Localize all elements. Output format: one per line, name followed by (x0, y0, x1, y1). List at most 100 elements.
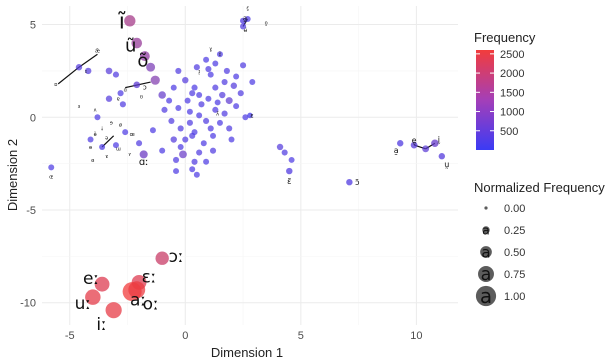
point-label: uː (75, 294, 92, 314)
y-axis-ticks: -10 -5 0 5 (20, 20, 36, 310)
x-axis-ticks: -5 0 5 10 (65, 330, 423, 342)
data-point (133, 81, 141, 89)
data-point (212, 84, 219, 91)
point-label-small: ʏ (128, 152, 131, 158)
color-legend-title: Frequency (474, 30, 536, 45)
size-legend-dot (482, 226, 490, 234)
y-tick-label: 0 (30, 112, 36, 124)
data-point (212, 60, 219, 67)
point-label: eː (83, 269, 99, 289)
data-point (240, 62, 247, 69)
data-point (198, 101, 205, 108)
point-label-small: ɣ (209, 47, 212, 53)
data-point (431, 139, 439, 148)
data-point (209, 147, 217, 154)
size-legend-label: 0.50 (504, 247, 525, 259)
data-point (179, 150, 187, 159)
data-point (105, 95, 113, 102)
data-point (159, 147, 166, 154)
color-tick-label: 1500 (500, 87, 524, 99)
data-point (191, 84, 198, 91)
size-legend-dot (484, 206, 488, 210)
point-label: iː (96, 315, 106, 335)
color-tick-label: 500 (500, 126, 518, 138)
size-legend-dot (480, 246, 492, 258)
data-point (112, 142, 119, 149)
point-label: ḭ (437, 135, 441, 144)
data-point (166, 97, 173, 104)
point-label-small: ɵ (89, 145, 92, 151)
data-point (233, 73, 240, 80)
data-point (155, 251, 169, 265)
point-label: ĩ (118, 10, 126, 35)
data-point (226, 125, 233, 132)
data-point (170, 136, 177, 143)
data-point (146, 62, 156, 72)
point-label-small: ɪ (85, 69, 87, 75)
data-point (184, 97, 191, 104)
small-point-labels: æ̃ ɪ ɒ ɑ ʌ ɐ ɜ ʊ ɘ ɨ ø œ ə ɵ ɯ ɤ ɞ ʏ ɶ ɵ̃ ɣ ɪ̃ ʉ̃ ɛ̰ o̰ ɪ̰ ʌ̃ (49, 6, 268, 181)
point-label-small: ʉ̃ (244, 28, 248, 34)
data-point (410, 141, 418, 149)
data-point (161, 106, 168, 113)
data-point (191, 158, 198, 165)
data-point (191, 129, 198, 136)
data-point (200, 140, 207, 147)
size-legend-glyph: a (482, 222, 490, 237)
data-point (237, 90, 244, 97)
data-point (193, 171, 200, 178)
point-label: ɛ̃ (287, 177, 291, 186)
data-point (105, 67, 113, 75)
point-label: oː (143, 295, 159, 315)
data-point (150, 75, 160, 85)
data-point (242, 114, 249, 121)
point-label-small: ɛ̰ (246, 6, 249, 12)
data-point (158, 91, 166, 99)
x-tick-label: 0 (182, 330, 188, 342)
data-point (182, 76, 189, 84)
connector-line (78, 53, 98, 68)
data-point (117, 90, 124, 97)
data-point (139, 150, 148, 159)
point-label: ɛ (250, 113, 253, 120)
point-label-small: ɯ (116, 147, 121, 153)
data-point (177, 143, 184, 150)
point-label: ḛ (412, 136, 417, 145)
point-label: a̰ (394, 146, 399, 155)
y-axis-title: Dimension 2 (5, 139, 20, 211)
x-tick-label: 5 (298, 330, 304, 342)
data-point (128, 281, 146, 299)
data-point (276, 143, 284, 151)
data-point (249, 79, 256, 86)
data-point (48, 164, 55, 171)
size-legend-glyph: a (481, 243, 490, 261)
point-label-small: ɶ (49, 174, 53, 180)
data-point (186, 108, 193, 115)
point-label-small: ʌ (94, 108, 97, 114)
data-point (205, 65, 212, 73)
point-label-small: ɘ (110, 121, 113, 127)
data-point (170, 84, 177, 91)
data-point (247, 112, 253, 119)
data-point (216, 51, 223, 58)
data-point (240, 23, 247, 30)
color-tick-label: 2000 (500, 68, 524, 80)
point-label-small: ɵ̃ (93, 132, 96, 138)
size-legend-glyph: a (480, 284, 492, 308)
connector-line (57, 66, 80, 85)
point-label-small: æ̃ (95, 48, 100, 54)
point-label-small: ɑ (124, 87, 127, 93)
color-legend-ticks: 500 1000 1500 2000 2500 (476, 49, 524, 138)
data-point (85, 289, 101, 305)
data-point (244, 15, 251, 22)
point-label-small: ɤ (105, 154, 108, 160)
point-label: õ (137, 50, 148, 71)
data-point (175, 105, 182, 111)
x-tick-label: -5 (65, 330, 75, 342)
data-point (131, 37, 143, 49)
point-label-small: ɞ (91, 158, 94, 164)
point-label-small: ɨ (101, 126, 103, 132)
data-point (216, 119, 223, 126)
